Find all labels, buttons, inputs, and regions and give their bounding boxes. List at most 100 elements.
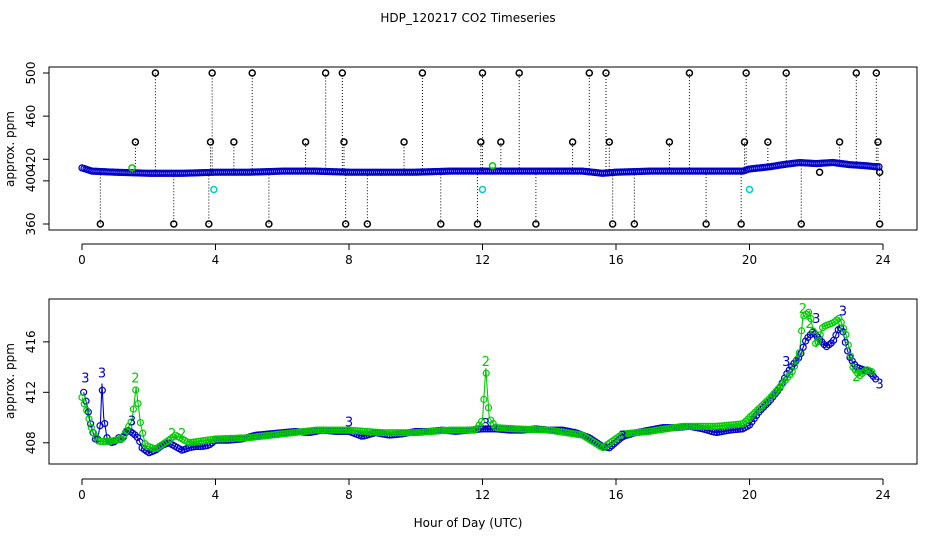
series-2-point — [223, 434, 231, 443]
top-plot-frame — [48, 66, 918, 231]
outlier-point — [532, 220, 540, 228]
series-2-point — [424, 428, 432, 436]
bottom-y-tick-label: 412 — [24, 381, 38, 404]
top-y-tick-label: 500 — [24, 62, 38, 85]
series-2-point — [407, 429, 416, 437]
outlier-point — [665, 138, 674, 146]
series-2-point — [326, 426, 334, 434]
series-2-point — [216, 435, 224, 443]
series-3-label: 3 — [98, 366, 106, 381]
outlier-point — [341, 220, 350, 228]
series-2-point — [517, 425, 525, 433]
series-2-point — [678, 422, 687, 431]
series-2-point — [393, 429, 401, 437]
outlier-point — [477, 138, 485, 146]
series-2-point — [713, 422, 722, 430]
outlier-point — [602, 69, 610, 77]
series-2-point — [382, 429, 390, 437]
series-2-point — [211, 435, 219, 443]
top-x-tick-label: 24 — [875, 253, 890, 267]
outlier-point — [321, 69, 330, 77]
series-3-point — [727, 426, 735, 434]
series-3-label: 3 — [619, 429, 627, 444]
outlier-point — [764, 138, 772, 146]
series-2-point — [620, 430, 628, 438]
green-point — [488, 162, 497, 170]
series-2-point — [316, 426, 324, 434]
outlier-point — [418, 69, 427, 77]
series-2-point — [538, 426, 546, 434]
cyan-point — [745, 185, 754, 194]
series-3-label: 3 — [839, 305, 847, 320]
series-2-point — [139, 429, 147, 437]
series-2-point — [816, 331, 824, 339]
series-2-point — [809, 327, 817, 335]
series-3-label: 3 — [782, 355, 790, 370]
top-x-tick-label: 16 — [608, 253, 623, 267]
series-2-point — [725, 421, 733, 429]
series-2-point — [840, 324, 848, 333]
bottom-y-tick-label: 408 — [24, 431, 38, 454]
series-2-label: 2 — [799, 302, 807, 317]
series-2-point — [85, 415, 93, 423]
series-2-point — [449, 426, 458, 434]
series-2-point — [319, 426, 327, 434]
series-2-point — [134, 399, 142, 408]
series-3-label: 3 — [81, 371, 89, 386]
series-2-point — [718, 422, 726, 430]
series-2-point — [847, 352, 855, 360]
series-2-point — [540, 426, 549, 434]
series-2-point — [314, 426, 322, 434]
bottom-x-tick-label: 4 — [212, 488, 220, 502]
series-2-point — [790, 362, 799, 370]
series-2-point — [328, 426, 336, 434]
series-2-point — [227, 434, 236, 442]
series-2-point — [690, 422, 698, 430]
outlier-point — [265, 220, 273, 228]
series-2-point — [494, 424, 502, 432]
series-2-point — [641, 428, 649, 436]
outlier-point — [875, 220, 884, 228]
outlier-point — [205, 220, 213, 228]
series-2-point — [484, 404, 493, 412]
series-2-point — [536, 426, 544, 434]
bottom-x-tick-label: 24 — [875, 488, 890, 502]
outlier-point — [208, 69, 216, 77]
series-2-point — [498, 424, 507, 432]
outlier-point — [437, 220, 445, 228]
series-2-point — [456, 426, 465, 434]
series-2-point — [463, 426, 472, 434]
series-2-point — [349, 426, 357, 435]
series-2-point — [405, 429, 413, 437]
series-2-point — [396, 429, 404, 437]
series-2-point — [503, 424, 511, 432]
series-3-point — [736, 425, 744, 433]
series-2-label: 2 — [805, 317, 813, 332]
outlier-point — [478, 69, 487, 77]
outlier-point — [835, 138, 844, 146]
bottom-x-tick-label: 0 — [78, 488, 86, 502]
bottom-x-axis: 0 4 8 12 16 20 24 — [78, 478, 891, 502]
series-2-point — [709, 422, 717, 430]
series-2-point — [234, 434, 243, 442]
series-2-point — [127, 418, 135, 426]
outlier-point — [852, 69, 861, 77]
series-2-label: 2 — [178, 427, 186, 442]
series-2-point — [683, 422, 691, 430]
top-data-points — [78, 69, 884, 228]
series-2-point — [634, 428, 642, 437]
outlier-point — [515, 69, 523, 77]
series-2-point — [445, 426, 453, 434]
top-x-tick-label: 0 — [78, 253, 86, 267]
top-y-tick-label: 400 — [24, 169, 38, 192]
outlier-point — [131, 138, 140, 146]
series-2-point — [132, 386, 140, 394]
series-2-point — [428, 427, 437, 436]
outlier-point — [170, 220, 178, 228]
outlier-point — [568, 138, 577, 146]
outlier-point — [301, 138, 310, 146]
outlier-point — [585, 69, 594, 77]
series-3-point — [799, 343, 807, 351]
series-2-point — [384, 429, 392, 437]
